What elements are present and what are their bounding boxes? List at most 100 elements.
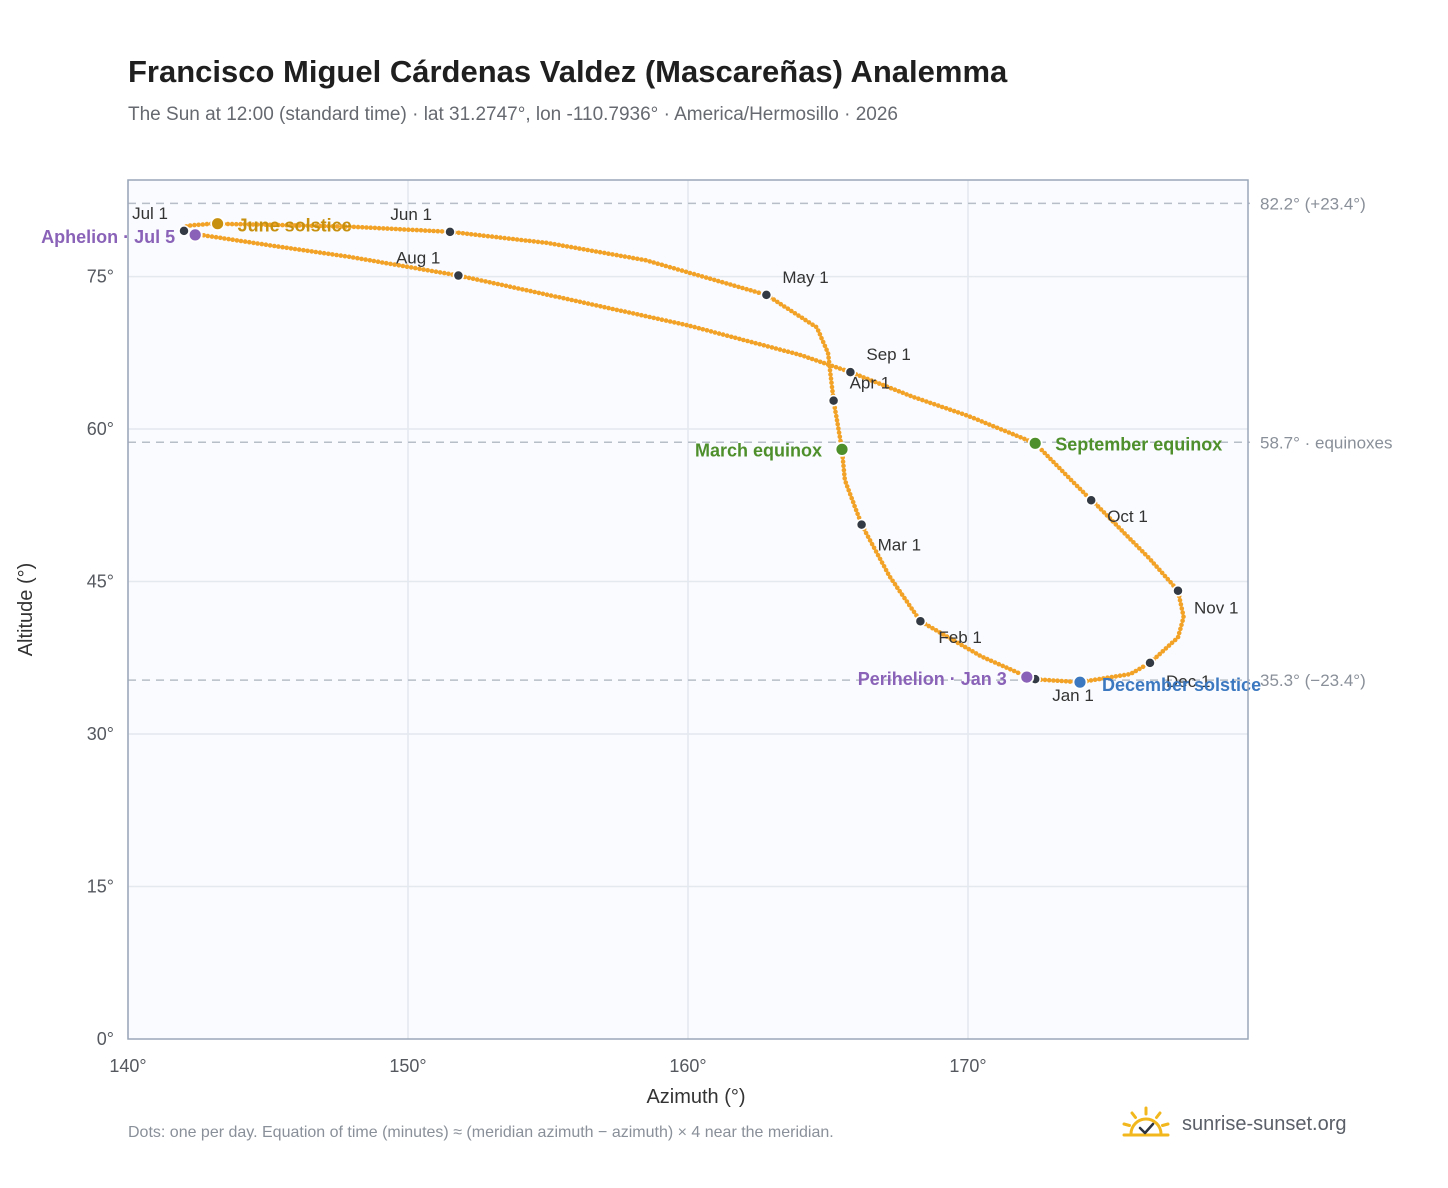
daily-sun-dot — [789, 308, 794, 314]
daily-sun-dot — [970, 649, 975, 654]
month-marker — [178, 225, 190, 237]
daily-sun-dot — [618, 308, 624, 314]
daily-sun-dot — [744, 286, 749, 292]
daily-sun-dot — [820, 339, 826, 345]
reference-line-label: 35.3° (−23.4°) — [1260, 671, 1366, 690]
daily-sun-dot — [1046, 677, 1052, 683]
daily-sun-dot — [1092, 677, 1098, 682]
event-marker — [1027, 435, 1043, 451]
daily-sun-dot — [902, 595, 907, 601]
daily-sun-dot — [473, 232, 478, 237]
daily-sun-dot — [951, 408, 957, 414]
month-marker — [1172, 584, 1184, 597]
daily-sun-dot — [672, 320, 677, 325]
daily-sun-dot — [514, 237, 520, 242]
daily-sun-dot — [234, 238, 240, 243]
daily-sun-dot — [439, 229, 445, 234]
daily-sun-dot — [593, 249, 599, 254]
event-label: March equinox — [695, 440, 822, 460]
y-axis-label: Altitude (°) — [15, 563, 37, 657]
daily-sun-dot — [1015, 670, 1021, 676]
daily-sun-dot — [676, 321, 681, 326]
daily-sun-dot — [647, 314, 652, 320]
daily-sun-dot — [489, 234, 495, 239]
daily-sun-dot — [785, 306, 791, 312]
daily-sun-dot — [936, 403, 941, 408]
daily-sun-dot — [1004, 665, 1009, 670]
daily-sun-dot — [796, 313, 801, 318]
daily-sun-dot — [798, 352, 803, 358]
daily-sun-dot — [813, 358, 819, 363]
brand-link[interactable]: sunrise-sunset.org — [1120, 1102, 1347, 1146]
daily-sun-dot — [834, 413, 839, 419]
daily-sun-dot — [1134, 543, 1139, 548]
daily-sun-dot — [204, 221, 210, 227]
daily-sun-dot — [975, 417, 981, 423]
daily-sun-dot — [408, 265, 414, 270]
daily-sun-dot — [516, 286, 521, 291]
y-tick-label: 30° — [87, 724, 114, 744]
page-subtitle: The Sun at 12:00 (standard time) · lat 3… — [128, 104, 898, 125]
daily-sun-dot — [906, 602, 912, 608]
daily-sun-dot — [830, 388, 835, 394]
daily-sun-dot — [1154, 654, 1159, 660]
daily-sun-dot — [865, 376, 870, 382]
daily-sun-dot — [765, 344, 771, 349]
daily-sun-dot — [973, 651, 979, 656]
daily-sun-dot — [384, 260, 389, 266]
daily-sun-dot — [1113, 522, 1119, 527]
daily-sun-dot — [1163, 646, 1169, 651]
daily-sun-dot — [988, 658, 994, 664]
daily-sun-dot — [827, 368, 833, 373]
daily-sun-dot — [832, 405, 838, 411]
month-marker-label: Feb 1 — [938, 628, 981, 647]
daily-sun-dot — [877, 381, 882, 386]
daily-sun-dot — [288, 223, 294, 228]
daily-sun-dot — [909, 606, 914, 611]
daily-sun-dot — [1157, 567, 1162, 573]
daily-sun-dot — [959, 642, 964, 648]
daily-sun-dot — [1057, 465, 1062, 471]
daily-sun-dot — [626, 254, 632, 260]
daily-sun-dot — [401, 227, 407, 232]
daily-sun-dot — [552, 241, 557, 247]
daily-sun-dot — [1014, 433, 1019, 439]
daily-sun-dot — [330, 224, 336, 229]
daily-sun-dot — [1140, 549, 1145, 554]
daily-sun-dot — [524, 287, 529, 293]
daily-sun-dot — [639, 312, 644, 318]
daily-sun-dot — [1071, 480, 1077, 486]
daily-sun-dot — [553, 294, 558, 299]
daily-sun-dot — [404, 264, 410, 270]
grid — [127, 180, 1248, 1039]
daily-sun-dot — [773, 346, 779, 351]
y-tick-label: 0° — [97, 1029, 114, 1049]
daily-sun-dot — [883, 567, 889, 573]
footnote: Dots: one per day. Equation of time (min… — [128, 1124, 834, 1141]
daily-sun-dot — [1145, 555, 1151, 560]
month-marker — [914, 615, 927, 627]
daily-sun-dot — [589, 248, 595, 254]
daily-sun-dot — [618, 253, 624, 259]
daily-sun-dot — [1157, 651, 1162, 657]
daily-sun-dot — [680, 321, 685, 327]
daily-sun-dot — [498, 235, 503, 240]
daily-sun-dot — [1018, 435, 1023, 440]
daily-sun-dot — [355, 224, 361, 230]
daily-sun-dot — [1160, 649, 1166, 654]
daily-sun-dot — [712, 277, 717, 283]
daily-sun-dot — [494, 234, 499, 240]
daily-sun-dot — [635, 312, 640, 317]
daily-sun-dot — [836, 426, 841, 431]
daily-sun-dot — [292, 223, 298, 228]
daily-sun-dot — [254, 222, 260, 227]
daily-sun-dot — [691, 271, 697, 277]
daily-sun-dot — [267, 243, 273, 248]
event-markers: June solstice Aphelion · Jul 5 March equin… — [41, 216, 1261, 695]
daily-sun-dot — [729, 334, 734, 340]
daily-sun-dot — [837, 366, 843, 371]
daily-sun-dot — [1119, 528, 1124, 533]
month-marker-label: May 1 — [782, 268, 828, 287]
plot-frame — [127, 179, 1249, 1040]
